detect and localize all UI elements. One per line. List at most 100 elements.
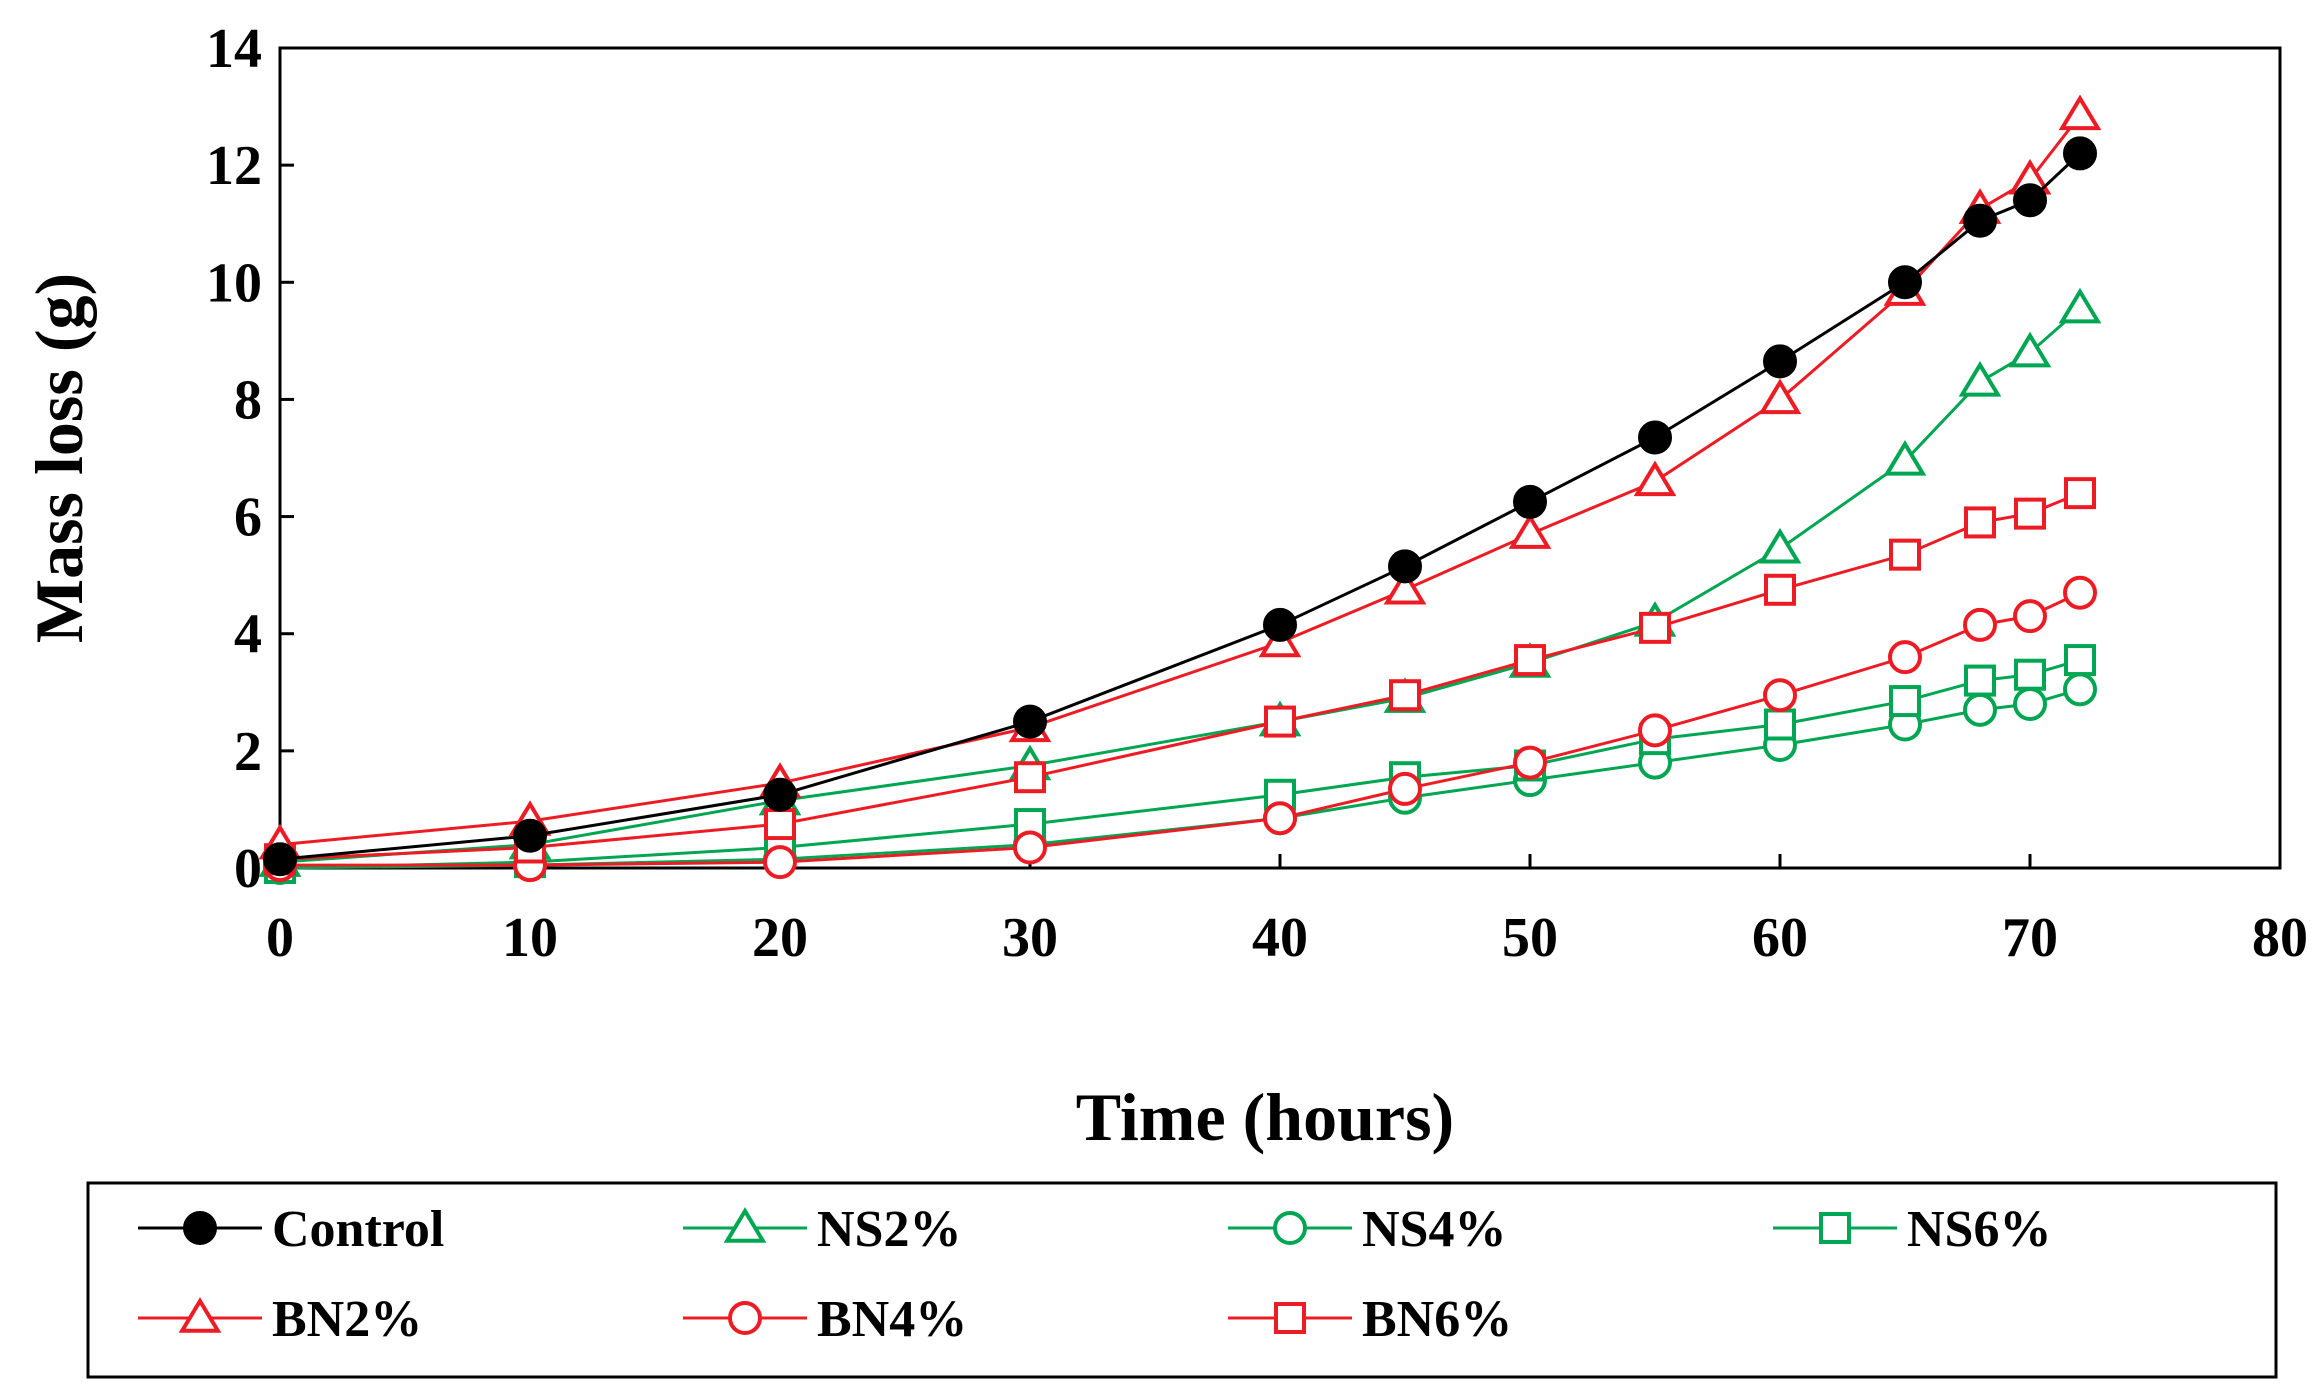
data-point-bn6-pct	[1014, 761, 1046, 794]
series-bn4-pct	[263, 575, 2097, 883]
data-point-bn2-pct	[1633, 460, 1677, 497]
data-point-bn4-pct	[2063, 575, 2097, 610]
data-point-control	[1763, 344, 1797, 379]
data-point-bn4-pct	[1638, 713, 1672, 748]
data-point-ns6-pct	[2064, 644, 2096, 677]
legend-box	[86, 1181, 2278, 1379]
data-point-bn4-pct	[2013, 599, 2047, 634]
data-point-control	[1263, 607, 1297, 642]
legend-label: BN2%	[272, 1291, 422, 1348]
y-tick-label: 8	[234, 369, 262, 431]
data-point-bn2-pct	[2058, 94, 2102, 131]
data-point-control	[1388, 549, 1422, 584]
series-layer	[258, 94, 2102, 885]
y-tick-label: 4	[234, 604, 262, 666]
y-tick-label: 12	[206, 135, 262, 197]
data-point-bn6-pct	[764, 808, 796, 841]
data-point-bn6-pct	[1389, 679, 1421, 712]
legend-item-bn2-pct: BN2%	[138, 1291, 422, 1348]
x-tick-label: 40	[1252, 907, 1308, 969]
data-point-bn6-pct	[1639, 611, 1671, 644]
data-point-control	[763, 777, 797, 812]
legend-marker	[178, 1297, 222, 1333]
data-point-control	[1513, 484, 1547, 519]
x-tick-label: 0	[266, 907, 294, 969]
legend-label: NS6%	[1907, 1201, 2051, 1258]
legend-item-control: Control	[138, 1201, 444, 1258]
legend-marker	[1273, 1211, 1307, 1245]
data-point-control	[1013, 704, 1047, 739]
plot-area	[278, 46, 2282, 870]
data-point-ns2-pct	[1758, 527, 1802, 564]
legend-item-bn4-pct: BN4%	[683, 1291, 967, 1348]
data-point-control	[2063, 136, 2097, 171]
legend-item-bn6-pct: BN6%	[1228, 1291, 1512, 1348]
legend-marker	[1274, 1302, 1306, 1334]
y-tick-label: 10	[206, 252, 262, 314]
x-tick-label: 50	[1502, 907, 1558, 969]
x-axis-title: Time (hours)	[1076, 1079, 1454, 1155]
y-tick-label: 6	[234, 487, 262, 549]
x-tick-label: 60	[1752, 907, 1808, 969]
data-point-control	[2013, 183, 2047, 218]
data-point-bn4-pct	[763, 845, 797, 880]
series-control	[263, 136, 2097, 877]
x-tick-label: 20	[752, 907, 808, 969]
data-point-bn4-pct	[1763, 678, 1797, 713]
data-point-bn4-pct	[1513, 745, 1547, 780]
legend-item-ns4-pct: NS4%	[1228, 1201, 1506, 1258]
data-point-bn2-pct	[1383, 568, 1427, 605]
data-point-ns6-pct	[1964, 664, 1996, 697]
x-axis: 0 10 20 30 40 50 60 70 80	[266, 854, 2308, 969]
legend-label: NS2%	[817, 1201, 961, 1258]
data-point-ns2-pct	[1958, 360, 2002, 397]
data-point-bn2-pct	[1758, 378, 1802, 415]
data-point-control	[263, 842, 297, 877]
data-point-bn6-pct	[1764, 573, 1796, 606]
data-point-bn4-pct	[1888, 640, 1922, 675]
legend-label: BN4%	[817, 1291, 967, 1348]
data-point-ns6-pct	[2014, 658, 2046, 691]
legend-item-ns2-pct: NS2%	[683, 1201, 961, 1258]
x-tick-label: 10	[502, 907, 558, 969]
legend-label: BN6%	[1362, 1291, 1512, 1348]
data-point-bn4-pct	[1963, 607, 1997, 642]
y-axis: 0 2 4 6 8 10 12 14	[206, 18, 294, 900]
data-point-bn4-pct	[1388, 771, 1422, 806]
data-point-bn6-pct	[1264, 705, 1296, 738]
legend-label: NS4%	[1362, 1201, 1506, 1258]
legend-marker	[183, 1211, 217, 1245]
data-point-control	[1888, 265, 1922, 300]
y-tick-label: 14	[206, 18, 262, 80]
data-point-bn2-pct	[1508, 513, 1552, 549]
data-point-ns4-pct	[2013, 687, 2047, 721]
data-point-control	[513, 818, 547, 853]
legend-item-ns6-pct: NS6%	[1773, 1201, 2051, 1258]
data-point-ns4-pct	[1963, 692, 1997, 727]
data-point-ns2-pct	[2008, 331, 2052, 368]
data-point-control	[1963, 203, 1997, 238]
data-point-ns2-pct	[1883, 440, 1927, 476]
y-axis-title: Mass loss (g)	[21, 273, 97, 643]
data-point-bn6-pct	[2064, 477, 2096, 510]
data-point-ns6-pct	[1764, 708, 1796, 741]
data-point-control	[1638, 420, 1672, 455]
x-tick-label: 70	[2002, 907, 2058, 969]
data-point-ns6-pct	[1889, 685, 1921, 718]
data-point-bn6-pct	[2014, 497, 2046, 530]
data-point-bn6-pct	[1514, 644, 1546, 677]
legend-marker	[723, 1207, 767, 1243]
legend-marker	[728, 1301, 762, 1335]
data-point-bn4-pct	[1263, 801, 1297, 836]
y-tick-label: 0	[234, 838, 262, 900]
legend-marker	[1819, 1212, 1851, 1244]
legend: Control NS2% NS4% NS6% BN2% BN4% BN6%	[138, 1201, 2051, 1348]
y-tick-label: 2	[234, 721, 262, 783]
data-point-bn4-pct	[1013, 830, 1047, 865]
data-point-bn6-pct	[1964, 506, 1996, 539]
data-point-ns4-pct	[2063, 672, 2097, 707]
data-point-bn6-pct	[1889, 538, 1921, 571]
x-tick-label: 80	[2252, 907, 2308, 969]
x-tick-label: 30	[1002, 907, 1058, 969]
